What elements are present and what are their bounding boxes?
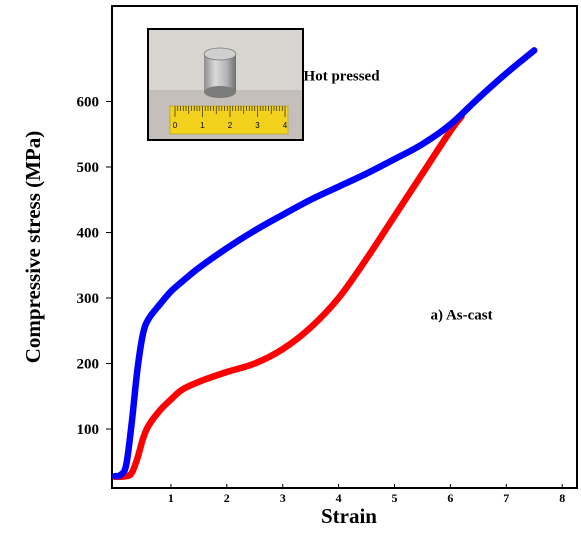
ruler-label: 1 [200,121,205,130]
plot-frame [111,5,578,489]
series-layer [111,47,538,481]
series-hot-pressed-line [111,47,538,480]
y-tick-label: 600 [77,95,100,111]
y-tick-label: 200 [77,357,100,373]
x-tick-label: 4 [336,491,342,505]
x-tick-label: 2 [224,491,230,505]
y-tick-label: 400 [77,226,100,242]
x-axis-title: Strain [321,504,377,528]
annotation-as-cast: a) As-cast [431,307,493,323]
ruler-label: 2 [228,121,233,130]
series-as-cast-line [111,113,465,481]
ruler-label: 3 [255,121,260,130]
x-tick-label: 7 [503,491,509,505]
x-tick-label: 3 [280,491,286,505]
ruler-label: 0 [173,121,178,130]
y-tick-label: 500 [77,160,100,176]
y-axis-title: Compressive stress (MPa) [21,131,45,364]
y-axis-ticks: 100 200 300 400 500 600 [77,95,112,438]
ruler: 0 1 2 3 4 [169,105,289,135]
x-tick-label: 1 [168,491,174,505]
y-tick-label: 100 [77,422,100,438]
x-axis-ticks: 1 2 3 4 5 6 7 8 [168,484,565,505]
x-tick-label: 8 [559,491,565,505]
y-tick-label: 300 [77,291,100,307]
ruler-label: 4 [283,121,288,130]
x-tick-label: 5 [392,491,398,505]
inset-photo: 0 1 2 3 4 [147,28,304,141]
annotation-hot-pressed: b) Hot pressed [286,68,380,84]
cylinder-sample [203,47,237,98]
x-tick-label: 6 [447,491,453,505]
